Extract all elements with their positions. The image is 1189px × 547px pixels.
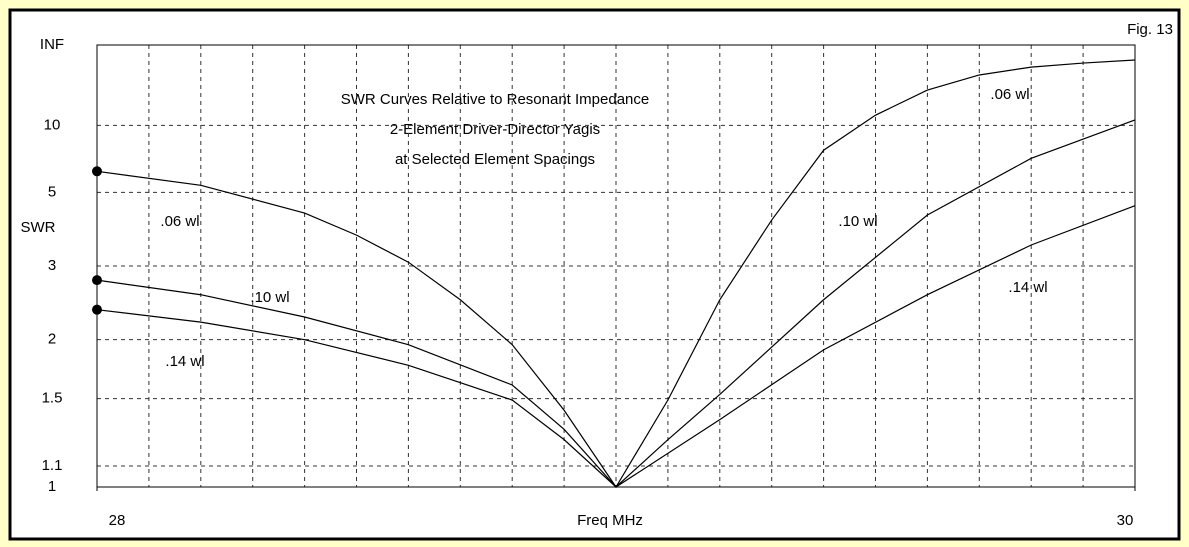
y-tick-label: 10 [44,116,61,133]
start-marker [92,275,102,286]
y-tick-label: 1 [48,478,56,495]
series-label: .06 wl [990,86,1029,103]
chart-title: at Selected Element Spacings [395,151,595,168]
figure-label: Fig. 13 [1127,21,1173,38]
chart-title: 2-Element Driver-Director Yagis [390,121,600,138]
series-label: .06 wl [160,213,199,230]
y-tick-label: 3 [48,257,56,274]
panel [8,8,1181,541]
series-label: .10 wl [250,289,289,306]
x-axis-label: Freq MHz [577,512,643,529]
series-line [96,59,1136,489]
y-tick-label: 5 [48,183,56,200]
series-label: .14 wl [1008,279,1047,296]
y-axis-label: SWR [21,219,56,236]
chart-title: SWR Curves Relative to Resonant Impedanc… [341,91,649,108]
start-marker [92,304,102,315]
series-line [96,205,1136,488]
start-marker [92,166,102,177]
series-label: .14 wl [165,353,204,370]
y-tick-label: INF [40,36,64,53]
y-tick-label: 2 [48,331,56,348]
y-tick-label: 1.1 [42,457,63,474]
y-tick-label: 1.5 [42,390,63,407]
x-tick-label: 30 [1117,512,1134,529]
x-tick-label: 28 [109,512,126,529]
series-label: .10 wl [838,213,877,230]
